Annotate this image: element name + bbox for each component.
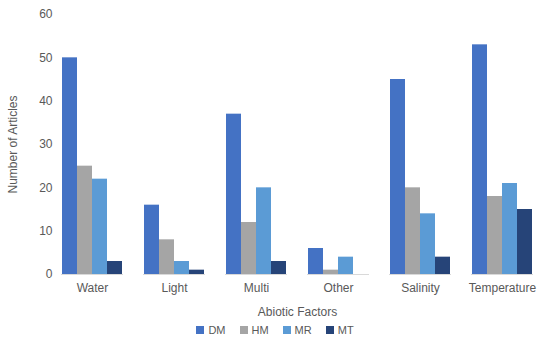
svg-text:Abiotic Factors: Abiotic Factors: [258, 305, 337, 319]
svg-text:30: 30: [39, 137, 53, 151]
svg-text:50: 50: [39, 51, 53, 65]
svg-text:0: 0: [46, 267, 53, 281]
svg-text:Multi: Multi: [244, 281, 269, 295]
svg-text:40: 40: [39, 94, 53, 108]
svg-text:20: 20: [39, 181, 53, 195]
html-text:DM: DM: [208, 324, 226, 336]
svg-text:10: 10: [39, 224, 53, 238]
html-text:MR: MR: [294, 324, 312, 336]
svg-text:Number of Articles: Number of Articles: [6, 95, 20, 193]
svg-text:Water: Water: [77, 281, 109, 295]
svg-text:Temperature: Temperature: [469, 281, 537, 295]
svg-text:Light: Light: [161, 281, 188, 295]
svg-text:60: 60: [39, 7, 53, 21]
svg-text:Other: Other: [323, 281, 353, 295]
html-text:MT: MT: [337, 324, 354, 336]
html-text:HM: HM: [251, 324, 269, 336]
svg-text:Salinity: Salinity: [401, 281, 440, 295]
